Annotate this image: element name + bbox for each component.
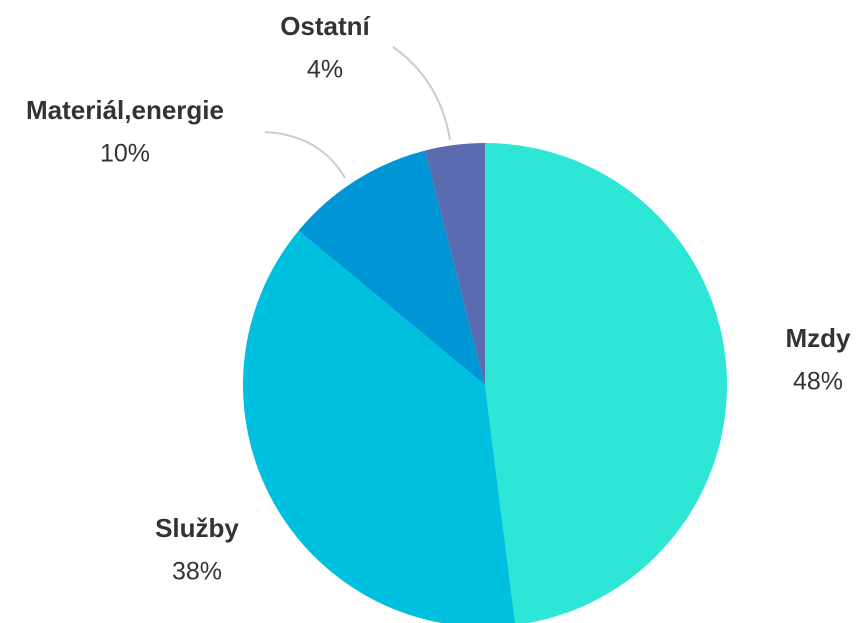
slice-name: Služby — [155, 513, 239, 543]
slice-value-label: 38% — [172, 558, 222, 586]
leader-line — [392, 46, 451, 141]
slice-name: Materiál,energie — [26, 95, 224, 125]
pie-slice — [485, 143, 727, 623]
leader-line — [264, 131, 346, 179]
slice-value-label: 4% — [307, 56, 343, 84]
pie-slice — [424, 143, 485, 385]
slice-value-label: 48% — [793, 368, 843, 396]
pie-slice — [298, 150, 485, 385]
slice-name: Ostatní — [280, 11, 370, 41]
pie-slice — [242, 230, 516, 623]
slice-value-label: 10% — [100, 140, 150, 168]
slice-name: Mzdy — [786, 323, 852, 353]
